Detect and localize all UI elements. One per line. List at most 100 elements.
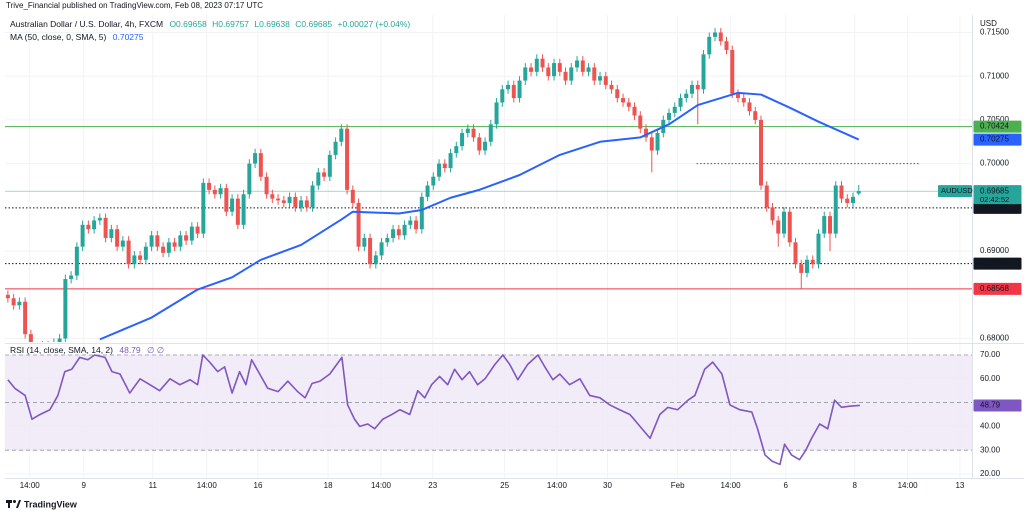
candle-body	[69, 275, 74, 280]
rsi-tick-label: 30.00	[980, 445, 1001, 454]
candle-body	[5, 294, 10, 299]
x-tick-label: 8	[852, 481, 857, 490]
rsi-line	[7, 354, 860, 466]
x-tick-label: 14:00	[197, 481, 218, 490]
candle-body	[655, 133, 660, 151]
level-label: 0.69494	[980, 203, 1009, 212]
candle-body	[149, 235, 154, 247]
candle-body	[373, 255, 378, 265]
unit-label: USD	[980, 19, 997, 28]
candle-body	[414, 220, 419, 230]
candle-body	[212, 189, 217, 195]
candle-body	[845, 198, 850, 203]
candle-body	[471, 128, 476, 138]
candle-body	[776, 220, 781, 234]
candle-body	[350, 189, 355, 203]
candle-body	[425, 185, 430, 197]
candle-body	[396, 229, 401, 236]
candle-body	[506, 84, 511, 90]
candle-body	[264, 176, 269, 195]
candle-body	[345, 128, 350, 190]
ohlc-high: H0.69757	[212, 19, 249, 29]
rsi-tick-label: 70.00	[980, 350, 1001, 359]
candle-body	[523, 67, 528, 81]
ohlc-close: C0.69685	[295, 19, 332, 29]
candle-body	[253, 153, 258, 164]
candle-body	[701, 54, 706, 90]
x-tick-label: 18	[324, 481, 333, 490]
candle-body	[442, 163, 447, 169]
candle-body	[201, 182, 206, 234]
candle-body	[235, 198, 240, 225]
last-price-name: AUDUSD	[941, 186, 973, 195]
x-tick-label: 23	[428, 481, 437, 490]
candle-body	[281, 200, 286, 203]
rsi-tick-label: 40.00	[980, 421, 1001, 430]
candle-body	[241, 194, 246, 225]
x-tick-label: Feb	[671, 481, 685, 490]
candle-body	[816, 233, 821, 265]
candle-body	[511, 84, 516, 99]
candle-body	[155, 235, 160, 247]
ma-last-label: 0.70275	[980, 135, 1009, 144]
candle-body	[546, 67, 551, 77]
candle-body	[615, 89, 620, 99]
candle-body	[638, 115, 643, 129]
candle-body	[839, 185, 844, 199]
countdown-label: 02:42:52	[980, 195, 1009, 204]
candle-body	[833, 185, 838, 234]
candle-body	[28, 334, 33, 342]
candle-body	[557, 63, 562, 72]
level-box	[973, 120, 1022, 133]
candle-body	[465, 128, 470, 134]
x-tick-label: 25	[500, 481, 509, 490]
candle-body	[477, 137, 482, 151]
x-tick-label: 14:00	[721, 481, 742, 490]
candle-body	[368, 237, 373, 265]
candle-body	[517, 80, 522, 99]
ma-legend: MA (50, close, 0, SMA, 5) 0.70275	[10, 32, 144, 42]
candle-body	[276, 198, 281, 201]
candle-body	[230, 198, 235, 212]
x-tick-label: 16	[254, 481, 263, 490]
candle-body	[690, 84, 695, 94]
last-price-label: 0.69685	[980, 186, 1009, 195]
rsi-title: RSI (14, close, SMA, 14, 2)	[10, 345, 113, 355]
candle-body	[684, 93, 689, 99]
candle-body	[810, 259, 815, 265]
x-tick-label: 6	[784, 481, 789, 490]
x-tick-label: 14:00	[371, 481, 392, 490]
candle-body	[850, 196, 855, 203]
candle-body	[552, 63, 557, 77]
candle-body	[649, 137, 654, 151]
candle-body	[362, 237, 367, 247]
x-tick-label: 14:00	[547, 481, 568, 490]
candle-body	[787, 211, 792, 243]
candle-body	[534, 58, 539, 72]
rsi-last-label: 48.79	[980, 401, 1001, 410]
candle-body	[672, 106, 677, 113]
candle-body	[621, 98, 626, 103]
candle-body	[782, 211, 787, 234]
ohlc-change: +0.00027 (+0.04%)	[337, 19, 410, 29]
rsi-last-box	[973, 399, 1022, 412]
y-tick-label: 0.68000	[980, 334, 1009, 343]
candle-body	[316, 172, 321, 186]
candle-body	[741, 98, 746, 103]
candle-body	[103, 217, 108, 238]
candle-body	[224, 188, 229, 212]
candle-body	[195, 226, 200, 234]
candle-body	[644, 128, 649, 138]
publisher-header: Trive_Financial published on TradingView…	[6, 1, 263, 10]
y-tick-label: 0.69000	[980, 246, 1009, 255]
candle-body	[23, 301, 28, 335]
candle-body	[799, 264, 804, 273]
level-label: 0.70424	[980, 122, 1009, 131]
candle-body	[563, 71, 568, 81]
candle-body	[391, 229, 396, 238]
candle-body	[586, 67, 591, 72]
candle-body	[494, 102, 499, 125]
ma-line	[99, 91, 860, 341]
candle-body	[322, 172, 327, 177]
